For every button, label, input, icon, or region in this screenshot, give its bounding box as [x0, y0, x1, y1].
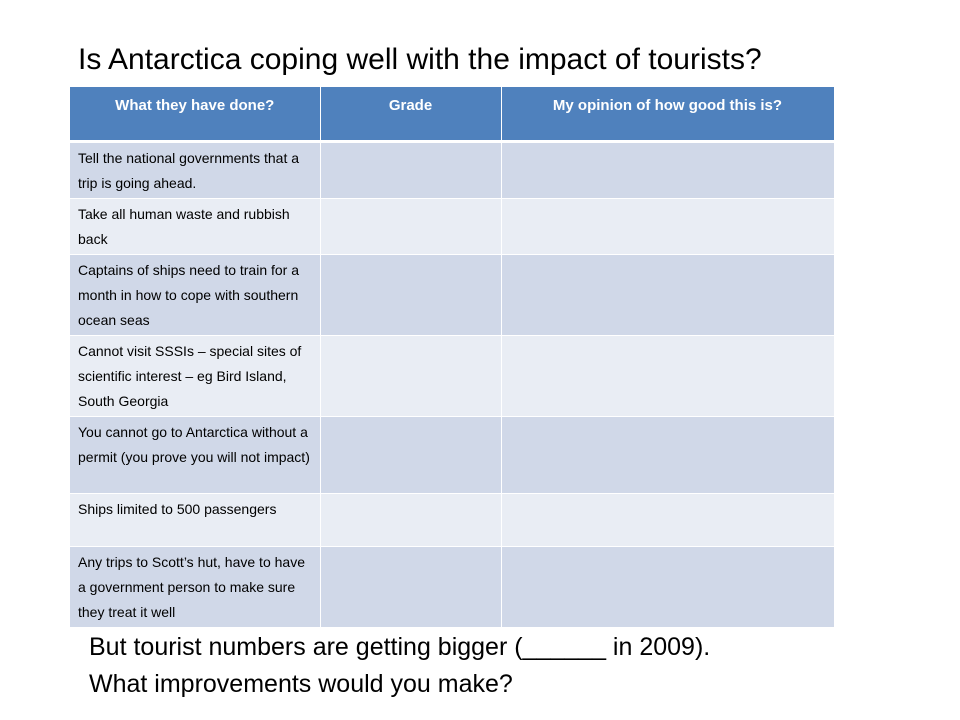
- action-cell: Tell the national governments that a tri…: [70, 141, 321, 199]
- grade-cell[interactable]: [320, 254, 502, 336]
- action-cell: Ships limited to 500 passengers: [70, 493, 321, 547]
- table-row: Any trips to Scott’s hut, have to have a…: [70, 546, 835, 628]
- footer-line-improvements: What improvements would you make?: [89, 670, 513, 698]
- header-opinion: My opinion of how good this is?: [501, 87, 835, 143]
- opinion-cell[interactable]: [501, 198, 835, 255]
- opinion-cell[interactable]: [501, 416, 835, 494]
- table-row: Cannot visit SSSIs – special sites of sc…: [70, 335, 835, 417]
- grade-cell[interactable]: [320, 141, 502, 199]
- opinion-cell[interactable]: [501, 141, 835, 199]
- opinion-cell[interactable]: [501, 546, 835, 628]
- action-cell: Captains of ships need to train for a mo…: [70, 254, 321, 336]
- action-cell: You cannot go to Antarctica without a pe…: [70, 416, 321, 494]
- table-row: Take all human waste and rubbish back: [70, 198, 835, 255]
- action-cell: Take all human waste and rubbish back: [70, 198, 321, 255]
- table-row: Ships limited to 500 passengers: [70, 493, 835, 547]
- grade-cell[interactable]: [320, 335, 502, 417]
- table-row: Captains of ships need to train for a mo…: [70, 254, 835, 336]
- table-row: Tell the national governments that a tri…: [70, 141, 835, 199]
- grade-cell[interactable]: [320, 198, 502, 255]
- opinion-cell[interactable]: [501, 335, 835, 417]
- opinion-cell[interactable]: [501, 493, 835, 547]
- tourism-impact-table: What they have done? Grade My opinion of…: [70, 87, 835, 628]
- grade-cell[interactable]: [320, 493, 502, 547]
- footer-line-tourist-numbers: But tourist numbers are getting bigger (…: [89, 633, 711, 661]
- grade-cell[interactable]: [320, 416, 502, 494]
- header-what-they-have-done: What they have done?: [70, 87, 321, 143]
- table-row: You cannot go to Antarctica without a pe…: [70, 416, 835, 494]
- footer-prompt: But tourist numbers are getting bigger (…: [89, 629, 949, 703]
- action-cell: Any trips to Scott’s hut, have to have a…: [70, 546, 321, 628]
- grade-cell[interactable]: [320, 546, 502, 628]
- table-header-row: What they have done? Grade My opinion of…: [70, 87, 835, 143]
- slide-title: Is Antarctica coping well with the impac…: [78, 43, 762, 76]
- header-grade: Grade: [320, 87, 502, 143]
- opinion-cell[interactable]: [501, 254, 835, 336]
- action-cell: Cannot visit SSSIs – special sites of sc…: [70, 335, 321, 417]
